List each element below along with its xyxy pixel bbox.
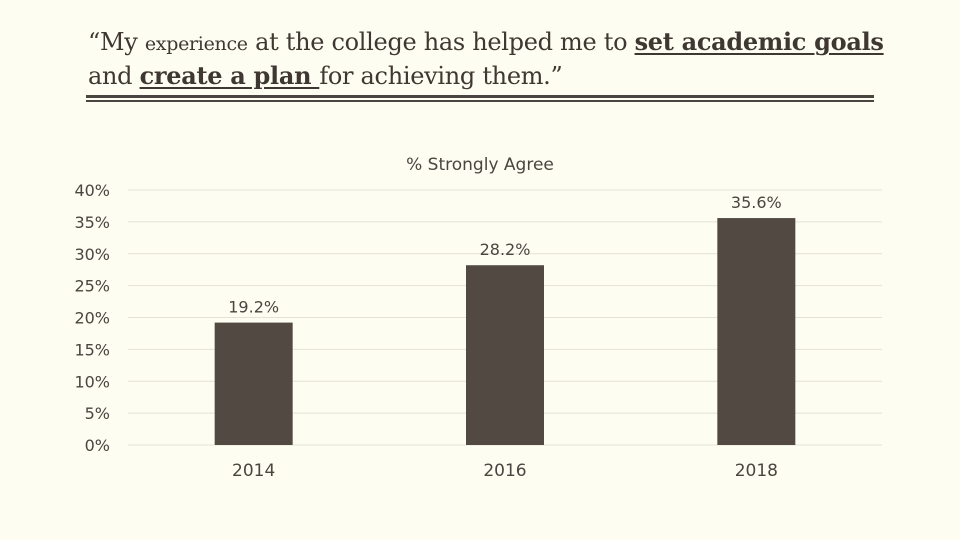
title-text-1: at the college has helped me to [247, 28, 635, 56]
y-tick-label: 25% [74, 277, 110, 296]
data-label: 28.2% [480, 240, 531, 259]
title-rule-thin [86, 100, 874, 102]
y-tick-label: 10% [74, 372, 110, 391]
x-tick-label: 2014 [232, 461, 275, 481]
title-rule-thick [86, 95, 874, 98]
bar [466, 265, 544, 445]
chart-title: % Strongly Agree [406, 155, 554, 175]
title-quote-open: “My [88, 28, 145, 56]
y-tick-label: 0% [85, 436, 110, 455]
title-emphasis-goals: set academic goals [634, 27, 884, 56]
y-tick-label: 15% [74, 340, 110, 359]
x-tick-label: 2018 [735, 461, 778, 481]
slide-title: “My experience at the college has helped… [88, 26, 888, 92]
data-label: 19.2% [228, 298, 279, 317]
bar [717, 218, 796, 445]
title-word-experience: experience [144, 33, 248, 55]
bar [214, 322, 293, 445]
data-label: 35.6% [731, 193, 782, 212]
title-text-2: and [88, 62, 140, 90]
y-tick-label: 40% [74, 181, 110, 200]
x-tick-label: 2016 [483, 461, 526, 481]
title-emphasis-plan: create a plan [139, 61, 320, 90]
y-tick-label: 35% [74, 213, 110, 232]
y-tick-label: 20% [74, 309, 110, 328]
y-tick-label: 5% [85, 404, 110, 423]
title-text-3: for achieving them.” [319, 62, 563, 90]
y-tick-label: 30% [74, 245, 110, 264]
